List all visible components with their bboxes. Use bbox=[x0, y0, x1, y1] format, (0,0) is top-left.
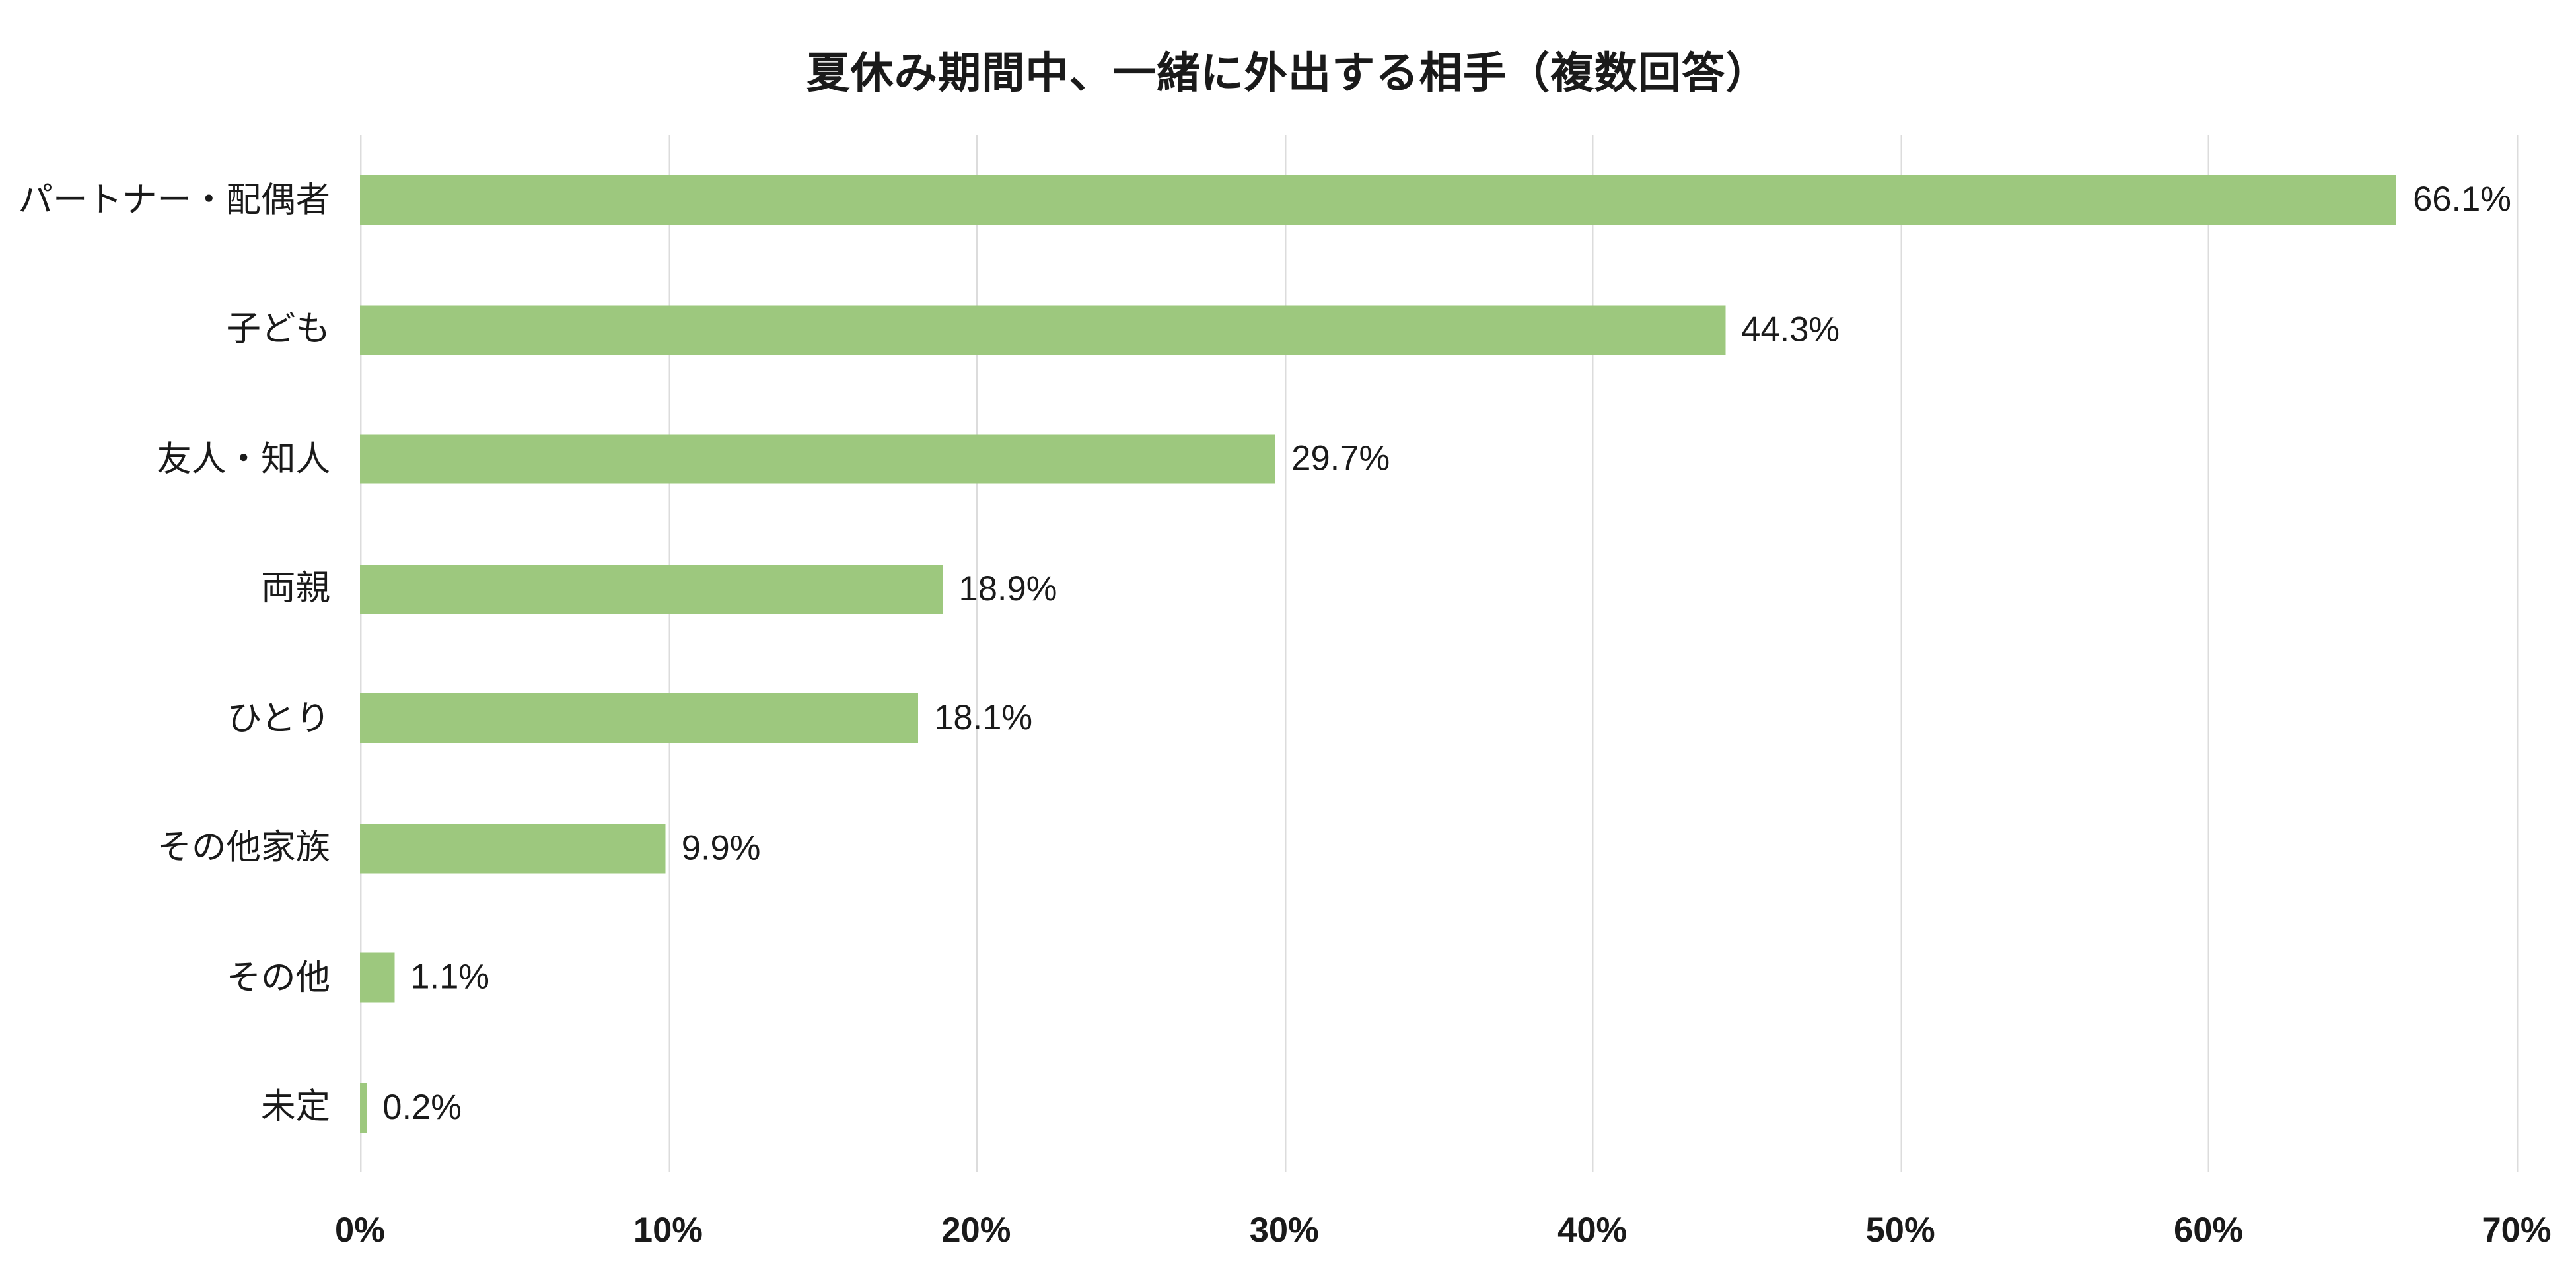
category-label: その他 bbox=[226, 958, 331, 997]
category-label: 未定 bbox=[261, 1088, 330, 1127]
gridline bbox=[1284, 135, 1286, 1172]
bar bbox=[360, 1083, 367, 1133]
bar-track: 18.9% bbox=[360, 564, 2517, 614]
bar-row: 未定 0.2% bbox=[261, 1043, 2517, 1172]
bar-track: 66.1% bbox=[360, 175, 2517, 225]
value-label: 9.9% bbox=[681, 829, 761, 868]
x-tick-label: 50% bbox=[1865, 1212, 1935, 1250]
bar-row: ひとり 18.1% bbox=[227, 654, 2517, 783]
gridline bbox=[668, 135, 670, 1172]
plot-area: パートナー・配偶者 66.1% 子ども 44.3% 友人・知人 29.7% 両親 18.9% ひ… bbox=[18, 135, 2519, 1172]
bar bbox=[360, 693, 918, 744]
x-tick-label: 60% bbox=[2174, 1212, 2244, 1250]
gridline bbox=[360, 135, 362, 1172]
x-tick-label: 40% bbox=[1557, 1212, 1628, 1250]
bar-track: 9.9% bbox=[360, 823, 2517, 873]
value-label: 44.3% bbox=[1741, 310, 1840, 349]
value-label: 66.1% bbox=[2413, 181, 2511, 219]
gridline bbox=[1592, 135, 1594, 1172]
x-tick-label: 30% bbox=[1249, 1212, 1319, 1250]
bar bbox=[360, 953, 394, 1003]
x-tick-label: 0% bbox=[335, 1212, 385, 1250]
bar-row: パートナー・配偶者 66.1% bbox=[18, 135, 2517, 265]
value-label: 0.2% bbox=[382, 1088, 462, 1127]
bar-track: 1.1% bbox=[360, 953, 2517, 1003]
category-label: 友人・知人 bbox=[157, 440, 331, 479]
x-tick-label: 20% bbox=[941, 1212, 1011, 1250]
x-tick-label: 10% bbox=[633, 1212, 703, 1250]
gridline bbox=[1900, 135, 1902, 1172]
chart-title: 夏休み期間中、一緒に外出する相手（複数回答） bbox=[806, 48, 1770, 98]
category-label: 子ども bbox=[226, 310, 331, 349]
value-label: 1.1% bbox=[410, 958, 489, 997]
bar-row: 両親 18.9% bbox=[261, 524, 2517, 654]
value-label: 29.7% bbox=[1291, 440, 1390, 479]
bar bbox=[360, 304, 1725, 355]
bar bbox=[360, 823, 665, 873]
bar-track: 44.3% bbox=[360, 304, 2517, 355]
value-label: 18.9% bbox=[958, 570, 1057, 608]
category-label: 両親 bbox=[261, 570, 330, 608]
bar-rows: パートナー・配偶者 66.1% 子ども 44.3% 友人・知人 29.7% 両親 18.9% ひ… bbox=[18, 135, 2517, 1172]
bar bbox=[360, 564, 943, 614]
bar-row: 子ども 44.3% bbox=[227, 265, 2517, 394]
category-label: ひとり bbox=[227, 699, 330, 738]
gridline bbox=[976, 135, 978, 1172]
bar bbox=[360, 435, 1275, 485]
category-label: その他家族 bbox=[157, 829, 331, 868]
category-label: パートナー・配偶者 bbox=[18, 181, 331, 219]
bar bbox=[360, 175, 2397, 225]
gridline bbox=[2208, 135, 2211, 1172]
bar-row: その他 1.1% bbox=[227, 913, 2517, 1043]
bar-track: 0.2% bbox=[360, 1083, 2517, 1133]
gridline bbox=[2517, 135, 2519, 1172]
bar-row: 友人・知人 29.7% bbox=[157, 395, 2517, 524]
bar-track: 29.7% bbox=[360, 435, 2517, 485]
bar-track: 18.1% bbox=[360, 693, 2517, 744]
bar-row: その他家族 9.9% bbox=[157, 783, 2517, 913]
value-label: 18.1% bbox=[934, 699, 1033, 738]
x-axis: 0% 10% 20% 30% 40% 50% 60% 70% bbox=[335, 1212, 2551, 1262]
x-tick-label: 70% bbox=[2482, 1212, 2552, 1250]
